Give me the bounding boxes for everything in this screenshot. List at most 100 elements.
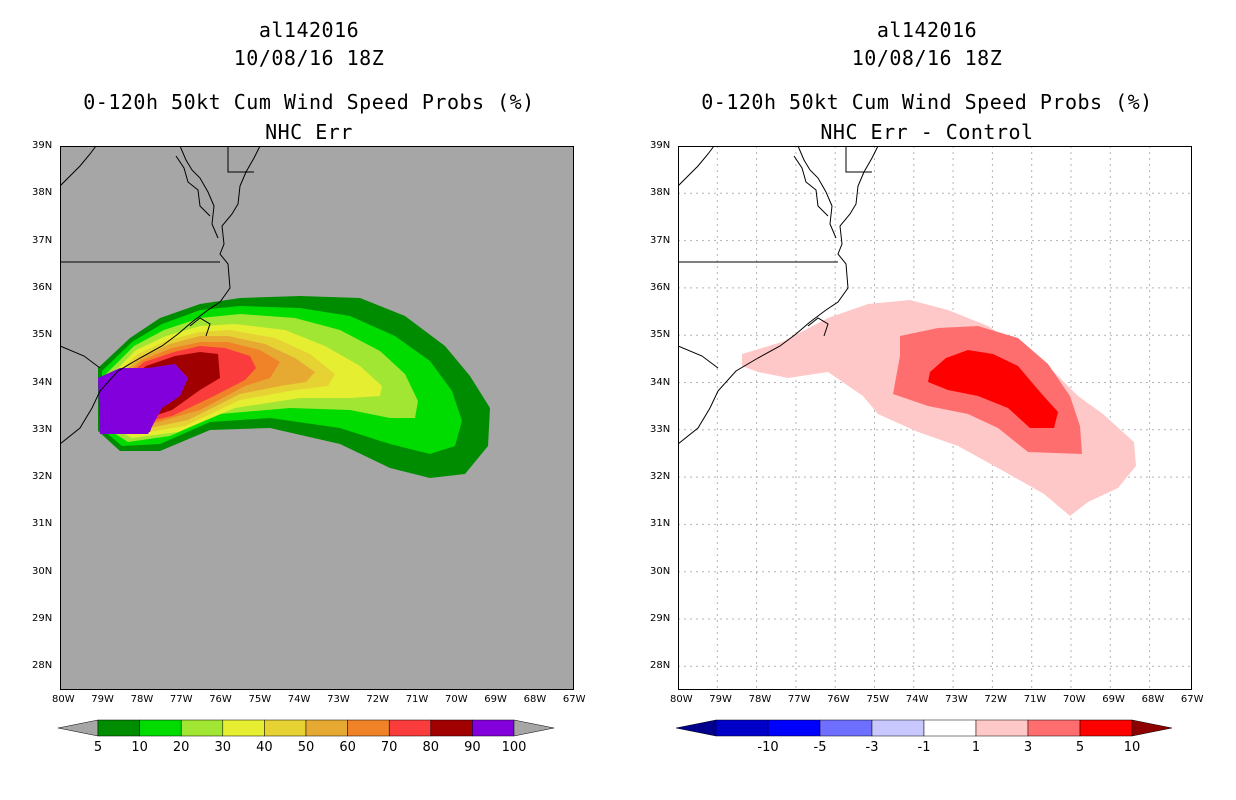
left-lat-label: 31N	[32, 518, 53, 530]
left-map-canvas	[60, 146, 574, 690]
colorbar-label: 90	[464, 740, 481, 755]
colorbar-high-arrow	[1131, 719, 1172, 737]
right-lon-label: 80W	[670, 694, 693, 705]
right-title-subtitle: NHC Err - Control	[820, 120, 1034, 144]
colorbar-segment	[430, 719, 473, 737]
colorbar-label: 70	[380, 740, 398, 755]
left-lat-label: 39N	[32, 140, 53, 151]
right-lat-label: 33N	[650, 423, 671, 435]
colorbar-segment	[347, 719, 390, 737]
left-lon-label: 70W	[445, 694, 468, 705]
right-lon-label: 67W	[1180, 694, 1204, 705]
right-lat-label: 39N	[650, 140, 671, 151]
left-lon-label: 77W	[169, 694, 193, 705]
colorbar-segment	[1079, 719, 1133, 737]
colorbar-segment	[305, 719, 348, 737]
colorbar-label: -5	[813, 740, 827, 755]
colorbar-segment	[923, 719, 977, 737]
right-contour-5	[928, 350, 1058, 428]
left-lat-label: 38N	[32, 187, 53, 199]
left-lat-label: 29N	[32, 613, 53, 624]
left-lon-label: 69W	[484, 694, 507, 705]
right-lon-label: 74W	[905, 694, 929, 705]
right-lon-label: 73W	[945, 694, 968, 705]
left-title-date: 10/08/16 18Z	[233, 46, 385, 70]
colorbar-label: -10	[757, 740, 779, 755]
right-title-product: 0-120h 50kt Cum Wind Speed Probs (%)	[701, 90, 1153, 114]
left-lat-label: 33N	[32, 423, 53, 435]
left-lat-label: 34N	[32, 376, 53, 388]
right-map-canvas	[678, 146, 1192, 690]
colorbar-label: 1	[971, 740, 981, 755]
right-lat-label: 31N	[650, 518, 671, 530]
colorbar-segment	[819, 719, 873, 737]
colorbar-segment	[222, 719, 265, 737]
colorbar-segment	[139, 719, 182, 737]
left-lon-label: 76W	[209, 694, 232, 705]
colorbar-segment	[264, 719, 307, 737]
right-title-storm-id: al142016	[876, 18, 978, 42]
right-map-frame	[678, 146, 1192, 690]
left-lat-label: 35N	[32, 329, 53, 341]
right-map	[678, 146, 1192, 690]
right-title-date: 10/08/16 18Z	[851, 46, 1003, 70]
colorbar-segment	[1027, 719, 1081, 737]
right-map-grid	[678, 146, 1192, 690]
right-lon-label: 77W	[787, 694, 811, 705]
right-lon-label: 71W	[1023, 694, 1047, 705]
colorbar-label: 10	[1123, 740, 1141, 755]
colorbar-label: 40	[256, 740, 273, 755]
colorbar-low-arrow	[676, 719, 717, 737]
colorbar-label: 100	[501, 740, 527, 755]
left-lon-label: 71W	[405, 694, 429, 705]
right-lat-label: 35N	[650, 329, 671, 341]
right-colorbar	[676, 718, 1172, 738]
left-contour-100	[100, 368, 172, 432]
right-lon-label: 78W	[748, 694, 772, 705]
left-lon-label: 74W	[287, 694, 311, 705]
left-lat-label: 30N	[32, 565, 53, 577]
right-lat-label: 34N	[650, 376, 671, 388]
left-map	[60, 146, 574, 690]
left-lon-label: 72W	[366, 694, 390, 705]
right-lon-label: 72W	[984, 694, 1008, 705]
right-lat-label: 38N	[650, 187, 671, 199]
left-lon-label: 67W	[562, 694, 586, 705]
left-lat-label: 32N	[32, 471, 53, 483]
colorbar-segment	[715, 719, 769, 737]
colorbar-low-arrow	[58, 719, 99, 737]
colorbar-label: 50	[297, 740, 315, 755]
colorbar-label: -1	[917, 740, 931, 755]
right-coastline	[678, 146, 879, 445]
left-title-storm-id: al142016	[258, 18, 360, 42]
right-lat-label: 32N	[650, 471, 671, 483]
colorbar-segment	[472, 719, 515, 737]
colorbar-segment	[388, 719, 432, 737]
right-lon-label: 68W	[1141, 694, 1165, 705]
colorbar-segment	[871, 719, 925, 737]
colorbar-label: -3	[865, 740, 879, 755]
left-lat-label: 28N	[32, 660, 53, 672]
colorbar-label: 30	[214, 740, 232, 755]
left-title-product: 0-120h 50kt Cum Wind Speed Probs (%)	[83, 90, 535, 114]
colorbar-high-arrow	[513, 719, 554, 737]
left-lon-label: 78W	[130, 694, 154, 705]
right-lat-label: 30N	[650, 565, 671, 577]
colorbar-label: 3	[1023, 740, 1033, 755]
left-lat-label: 36N	[32, 281, 53, 293]
right-lon-label: 70W	[1063, 694, 1086, 705]
colorbar-label: 5	[1075, 740, 1085, 755]
colorbar-segment	[97, 719, 140, 737]
left-map-frame	[60, 146, 574, 690]
colorbar-segment	[975, 719, 1029, 737]
colorbar-label: 80	[422, 740, 440, 755]
right-lat-label: 37N	[650, 234, 671, 246]
colorbar-label: 5	[93, 740, 103, 755]
right-colorbar-canvas	[676, 719, 1172, 737]
left-colorbar	[58, 718, 554, 738]
colorbar-label: 10	[131, 740, 148, 755]
right-lat-label: 28N	[650, 660, 671, 672]
left-lon-label: 73W	[327, 694, 350, 705]
left-lat-label: 37N	[32, 234, 53, 246]
left-colorbar-canvas	[58, 719, 554, 737]
